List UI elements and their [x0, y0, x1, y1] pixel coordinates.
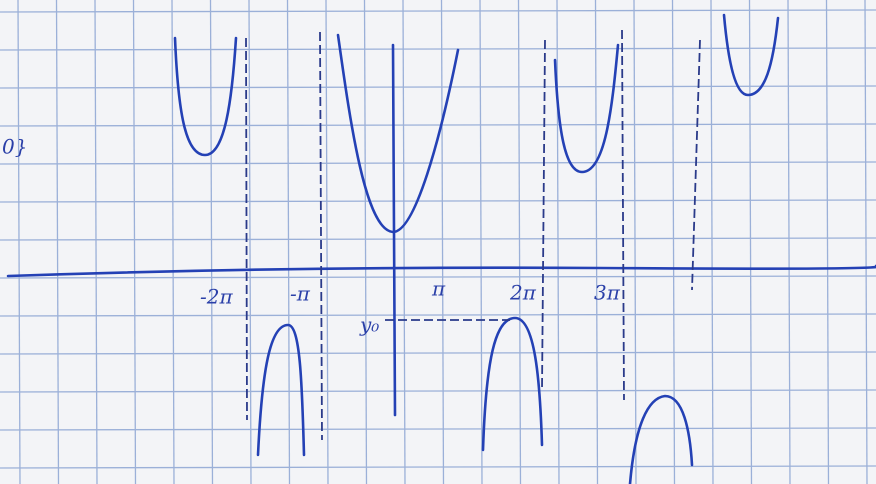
grid-line [596, 0, 598, 484]
grid-line [788, 0, 790, 484]
tick-label: 3π [594, 281, 621, 305]
grid-line [326, 0, 328, 484]
note: 0} [2, 135, 27, 159]
grid-line [442, 0, 444, 484]
grid-line [711, 0, 713, 484]
grid-line [0, 48, 876, 50]
grid-line [365, 0, 367, 484]
grid-line [480, 0, 482, 484]
grid-line [0, 352, 876, 354]
grid-line [403, 0, 405, 484]
tick-label: -π [290, 282, 311, 306]
grid-line [673, 0, 675, 484]
grid-line [865, 0, 867, 484]
grid-line [288, 0, 290, 484]
grid-line [0, 86, 876, 88]
grid-line [57, 0, 59, 484]
grid-line [0, 238, 876, 240]
grid-line [0, 10, 876, 12]
grid-line [211, 0, 213, 484]
grid-line [0, 314, 876, 316]
grid-line [519, 0, 521, 484]
grid-line [134, 0, 136, 484]
grid-line [95, 0, 97, 484]
y0-label: y₀ [359, 313, 379, 337]
grid-line [172, 0, 174, 484]
y-axis [393, 45, 395, 415]
grid-line [557, 0, 559, 484]
grid-line [0, 162, 876, 164]
graph-paper: 0} -2π -π π 2π 3π y₀ [0, 0, 876, 484]
grid-line [827, 0, 829, 484]
grid-line [249, 0, 251, 484]
grid [0, 0, 876, 484]
asymptotes [246, 30, 700, 440]
tick-label: -2π [200, 285, 233, 309]
tick-label: 2π [509, 281, 537, 305]
grid-line [0, 390, 876, 392]
grid-line [0, 428, 876, 430]
grid-line [634, 0, 636, 484]
grid-line [0, 200, 876, 202]
grid-line [0, 124, 876, 126]
curves [175, 15, 778, 484]
grid-line [18, 0, 20, 484]
grid-line [0, 466, 876, 468]
grid-line [750, 0, 752, 484]
tick-label: π [431, 277, 446, 301]
